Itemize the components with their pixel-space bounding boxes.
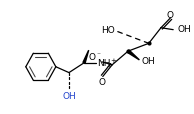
- Text: NH: NH: [97, 59, 111, 68]
- Text: OH: OH: [178, 25, 192, 34]
- Text: O: O: [98, 77, 105, 86]
- Polygon shape: [83, 51, 89, 64]
- Text: OH: OH: [62, 91, 76, 100]
- Text: 3: 3: [107, 62, 111, 67]
- Text: O: O: [167, 10, 174, 19]
- Text: +: +: [110, 58, 116, 64]
- Polygon shape: [127, 51, 139, 60]
- Text: OH: OH: [141, 57, 155, 66]
- Text: ⁻: ⁻: [96, 50, 100, 59]
- Text: O: O: [88, 53, 95, 62]
- Text: HO: HO: [101, 26, 115, 35]
